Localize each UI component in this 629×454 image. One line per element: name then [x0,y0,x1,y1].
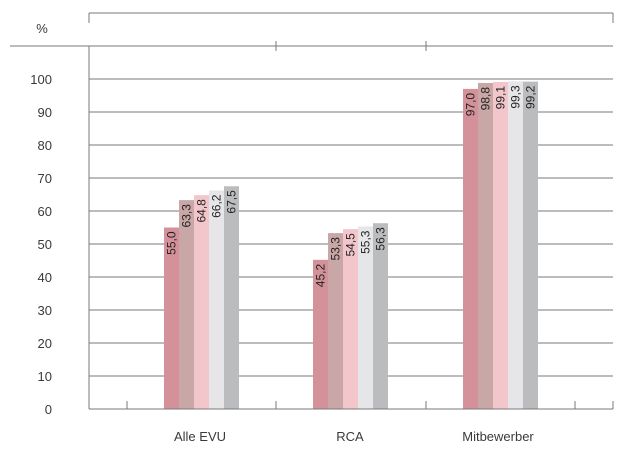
y-tick-label: 0 [45,402,52,417]
bar [224,186,239,409]
y-tick-label: 80 [38,138,52,153]
category-label: RCA [336,429,364,444]
data-label: 54,5 [344,233,358,257]
y-tick-label: 60 [38,204,52,219]
bar [508,81,523,409]
bar [463,88,478,410]
data-label: 99,1 [494,86,508,110]
category-label: Mitbewerber [462,429,534,444]
bar [194,195,209,409]
y-tick-label: 50 [38,237,52,252]
bar [493,81,508,409]
bar [523,81,538,409]
data-label: 97,0 [464,93,478,117]
bar [179,200,194,409]
y-tick-label: 70 [38,171,52,186]
y-tick-label: 90 [38,105,52,120]
data-label: 99,3 [509,85,523,109]
data-label: 98,8 [479,87,493,111]
data-label: 66,2 [210,194,224,218]
label-layer: 55,063,3 64,8 66,2 67,5 45,253,3 54,5 55,3 56,3… [165,85,538,287]
data-label: 64,8 [195,199,209,223]
data-label: 99,2 [524,85,538,109]
data-label: 53,3 [329,237,343,261]
bar [343,229,358,409]
y-tick-label: 40 [38,270,52,285]
y-tick-label: 100 [30,72,52,87]
y-tick-label: 10 [38,369,52,384]
bar [313,259,328,409]
unit-label: % [36,21,48,36]
data-label: 63,3 [180,204,194,228]
bar [358,226,373,409]
bar [209,190,224,409]
bar [328,233,343,409]
data-label: 67,5 [225,190,239,214]
axis-layer: % 0 10 20 30 40 50 60 70 80 90 100 Alle EVU RCA Mitbew… [10,12,614,444]
bar [164,227,179,409]
y-tick-label: 20 [38,336,52,351]
y-tick-label: 30 [38,303,52,318]
data-label: 55,3 [359,230,373,254]
category-label: Alle EVU [174,429,226,444]
bar [373,223,388,409]
bar [478,82,493,410]
bar-layer [164,81,538,410]
data-label: 55,0 [165,231,179,255]
data-label: 56,3 [374,227,388,251]
data-label: 45,2 [314,264,328,288]
